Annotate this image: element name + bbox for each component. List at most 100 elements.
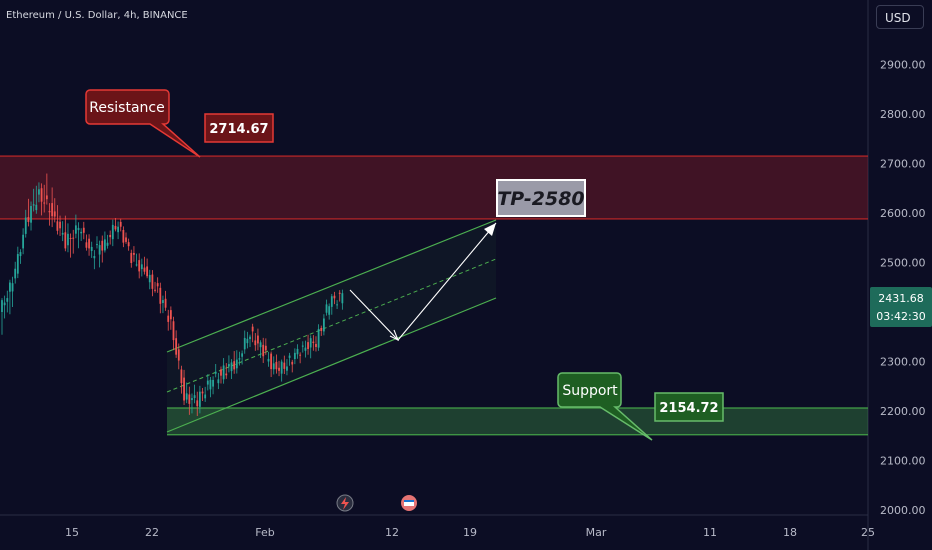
candle-body	[198, 391, 201, 407]
candle-body	[148, 274, 151, 283]
candle-body	[243, 337, 246, 350]
channel-lower-line	[166, 297, 497, 433]
candle-body	[69, 237, 72, 239]
candle-body	[88, 238, 90, 249]
candle-body	[48, 210, 51, 213]
x-tick-label: 25	[861, 526, 875, 539]
candle-body	[328, 306, 331, 315]
candle-body	[67, 233, 69, 246]
candle-body	[280, 361, 283, 374]
candle-body	[214, 371, 217, 374]
candle-body	[74, 225, 77, 234]
candle-body	[283, 362, 286, 369]
candle-body	[51, 203, 54, 217]
y-tick-label: 2200.00	[880, 405, 926, 418]
y-tick-label: 2500.00	[880, 257, 926, 270]
candle-body	[45, 195, 48, 200]
y-tick-label: 2900.00	[880, 59, 926, 72]
candle-body	[220, 369, 222, 376]
candle-body	[96, 244, 98, 246]
candle-body	[233, 361, 236, 370]
candle-body	[304, 347, 307, 351]
candle-body	[251, 326, 254, 332]
candle-body	[307, 342, 309, 349]
flag-event-icon[interactable]	[401, 495, 417, 511]
candle-body	[296, 348, 299, 355]
candle-body	[177, 349, 180, 361]
x-tick-label: Mar	[586, 526, 607, 539]
candle-body	[3, 302, 6, 306]
candle-body	[270, 353, 273, 370]
candle-body	[212, 379, 214, 387]
support-label: Support	[562, 383, 618, 399]
candle-body	[19, 252, 22, 257]
candle-body	[143, 267, 146, 272]
x-tick-label: 18	[783, 526, 797, 539]
candle-body	[127, 242, 130, 247]
candle-body	[119, 221, 122, 227]
candle-body	[333, 295, 336, 299]
x-tick-label: 22	[145, 526, 159, 539]
candle-body	[322, 318, 325, 332]
target-label-box	[496, 179, 586, 217]
current-price-label: 2431.68	[878, 292, 924, 305]
candle-body	[341, 293, 344, 304]
y-tick-label: 2800.00	[880, 108, 926, 121]
candle-body	[320, 327, 323, 332]
candle-body	[191, 398, 193, 401]
candle-body	[338, 292, 341, 294]
candle-body	[85, 242, 88, 248]
candle-body	[93, 255, 96, 259]
candle-body	[77, 227, 80, 231]
x-tick-label: Feb	[255, 526, 274, 539]
candle-body	[325, 304, 328, 313]
resistance-callout	[85, 89, 201, 158]
lightning-event-icon[interactable]	[336, 494, 354, 512]
currency-button[interactable]: USD	[876, 5, 924, 29]
candle-body	[317, 328, 320, 348]
candle-body	[162, 300, 164, 304]
candle-body	[193, 395, 196, 399]
candle-body	[101, 240, 104, 251]
candle-body	[183, 377, 185, 401]
candle-body	[140, 264, 143, 270]
candle-body	[109, 234, 112, 238]
candle-body	[122, 229, 125, 243]
x-tick-label: 15	[65, 526, 79, 539]
candle-body	[30, 206, 32, 223]
candle-body	[151, 274, 154, 289]
candle-body	[61, 232, 64, 235]
resistance-zone	[0, 156, 868, 219]
candle-body	[90, 246, 93, 251]
candle-body	[246, 338, 249, 344]
resistance-price-label: 2714.67	[209, 122, 268, 137]
candle-body	[278, 367, 280, 371]
projection-arrowhead	[484, 223, 496, 236]
candle-body	[40, 188, 43, 202]
candle-body	[59, 221, 61, 229]
candle-body	[201, 391, 204, 394]
candle-body	[185, 393, 188, 400]
x-tick-label: 19	[463, 526, 477, 539]
candle-body	[154, 289, 156, 291]
candle-body	[22, 234, 25, 249]
candle-body	[272, 363, 275, 370]
candle-body	[164, 298, 167, 308]
candle-body	[241, 353, 243, 357]
countdown-label: 03:42:30	[876, 310, 925, 323]
candle-body	[180, 369, 183, 384]
candle-body	[188, 394, 191, 404]
candle-body	[209, 379, 212, 390]
candle-body	[80, 231, 83, 234]
candle-body	[35, 204, 38, 211]
candle-body	[235, 359, 238, 369]
support-price-label: 2154.72	[659, 401, 718, 416]
candle-body	[111, 224, 114, 240]
x-tick-label: 12	[385, 526, 399, 539]
candle-body	[98, 245, 101, 255]
candle-body	[249, 336, 251, 340]
candle-body	[217, 379, 220, 384]
candle-body	[264, 345, 267, 351]
